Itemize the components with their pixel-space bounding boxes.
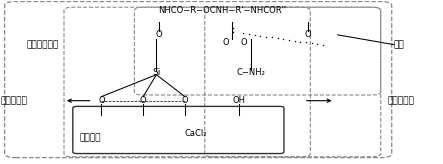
Text: 聚氮酯有机体: 聚氮酯有机体 [27, 40, 59, 49]
Text: O: O [98, 96, 105, 105]
Text: O: O [140, 96, 147, 105]
Text: C−NH₂: C−NH₂ [237, 68, 265, 77]
Text: O: O [240, 39, 247, 47]
Text: O: O [222, 39, 229, 47]
Text: 无机界面: 无机界面 [79, 134, 101, 143]
Text: 氢键: 氢键 [394, 40, 404, 49]
Text: NHCO−R−OCNH−R'−NHCOR'': NHCO−R−OCNH−R'−NHCOR'' [158, 6, 287, 15]
Text: O: O [305, 30, 311, 39]
Text: CaCl₂: CaCl₂ [185, 129, 207, 138]
Text: O: O [182, 96, 188, 105]
Text: OH: OH [232, 96, 245, 105]
Text: 硯烷偶联剂: 硯烷偶联剂 [0, 96, 27, 105]
Text: O: O [155, 30, 162, 39]
Text: 半有机晶体: 半有机晶体 [387, 96, 414, 105]
Text: Si: Si [152, 68, 160, 77]
